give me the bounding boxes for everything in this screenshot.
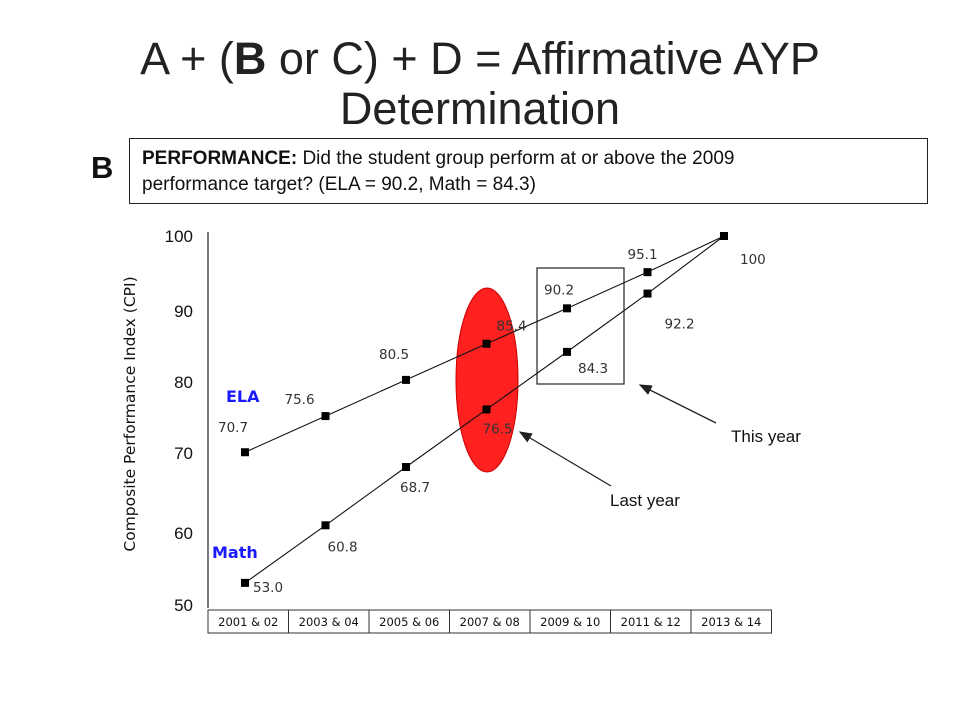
x-tick-label: 2005 & 06: [379, 615, 439, 629]
x-category-table: [207, 609, 772, 634]
question-label: PERFORMANCE:: [142, 148, 298, 169]
title-line-2: Determination: [339, 83, 621, 134]
x-tick-label: 2003 & 04: [299, 615, 359, 629]
this-year-box: [536, 267, 625, 385]
ela-data-point: [563, 304, 571, 313]
math-data-label: 84.3: [578, 361, 608, 377]
math-series-name: Math: [212, 543, 258, 562]
ela-data-point: [321, 412, 330, 421]
last-year-arrow: [518, 431, 612, 487]
ela-data-point: [643, 268, 652, 277]
math-data-point: [241, 578, 249, 587]
ela-data-label: 75.6: [285, 392, 315, 408]
y-tick-label: 80: [174, 373, 193, 392]
ela-data-label: 100: [740, 252, 766, 268]
ela-data-label: 80.5: [379, 347, 409, 363]
highlight-ellipse: [455, 287, 519, 473]
math-data-point: [643, 289, 652, 298]
y-tick-label: 50: [174, 596, 193, 615]
x-tick-label: 2011 & 12: [621, 615, 681, 629]
y-axis-title: Composite Performance Index (CPI): [121, 276, 139, 551]
y-tick-label: 100: [165, 227, 193, 246]
y-tick-label: 70: [174, 444, 193, 463]
this-year-label: This year: [731, 427, 801, 446]
ela-data-label: 85.4: [497, 319, 527, 335]
x-tick-label: 2001 & 02: [218, 615, 278, 629]
question-line-2: performance target? (ELA = 90.2, Math = …: [142, 174, 536, 195]
performance-question-box: PERFORMANCE: Did the student group perfo…: [129, 138, 928, 204]
math-data-label: 92.2: [665, 317, 695, 333]
slide-title: A + (B or C) + D = Affirmative AYP Deter…: [0, 34, 960, 134]
math-data-point: [720, 232, 728, 240]
ela-data-label: 70.7: [218, 420, 248, 436]
math-data-point: [563, 347, 571, 356]
x-tick-label: 2009 & 10: [540, 615, 600, 629]
last-year-label: Last year: [610, 491, 680, 510]
ela-data-label: 90.2: [544, 282, 574, 298]
math-data-label: 60.8: [328, 539, 358, 555]
math-data-label: 53.0: [253, 580, 283, 596]
math-data-point: [321, 521, 330, 530]
math-data-point: [402, 462, 410, 471]
title-part-a: A + (: [140, 33, 234, 84]
ela-data-point: [241, 448, 249, 457]
ela-data-point: [482, 339, 491, 348]
math-data-point: [482, 405, 491, 414]
question-line-1: Did the student group perform at or abov…: [297, 148, 735, 169]
y-tick-label: 90: [174, 302, 193, 321]
ela-data-label: 95.1: [628, 247, 658, 263]
math-data-label: 68.7: [400, 480, 430, 496]
math-data-label: 76.5: [483, 421, 513, 437]
section-badge: B: [91, 150, 114, 185]
title-part-c: or C) + D = Affirmative AYP: [266, 33, 820, 84]
ela-data-point: [402, 375, 410, 384]
y-tick-label: 60: [174, 524, 193, 543]
ela-series-name: ELA: [226, 387, 260, 406]
this-year-arrow: [638, 384, 717, 424]
x-tick-label: 2013 & 14: [701, 615, 761, 629]
title-part-b: B: [233, 33, 267, 84]
x-tick-label: 2007 & 08: [460, 615, 520, 629]
